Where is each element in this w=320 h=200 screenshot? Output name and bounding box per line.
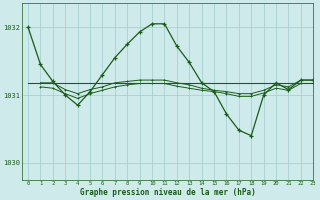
X-axis label: Graphe pression niveau de la mer (hPa): Graphe pression niveau de la mer (hPa) (80, 188, 255, 197)
